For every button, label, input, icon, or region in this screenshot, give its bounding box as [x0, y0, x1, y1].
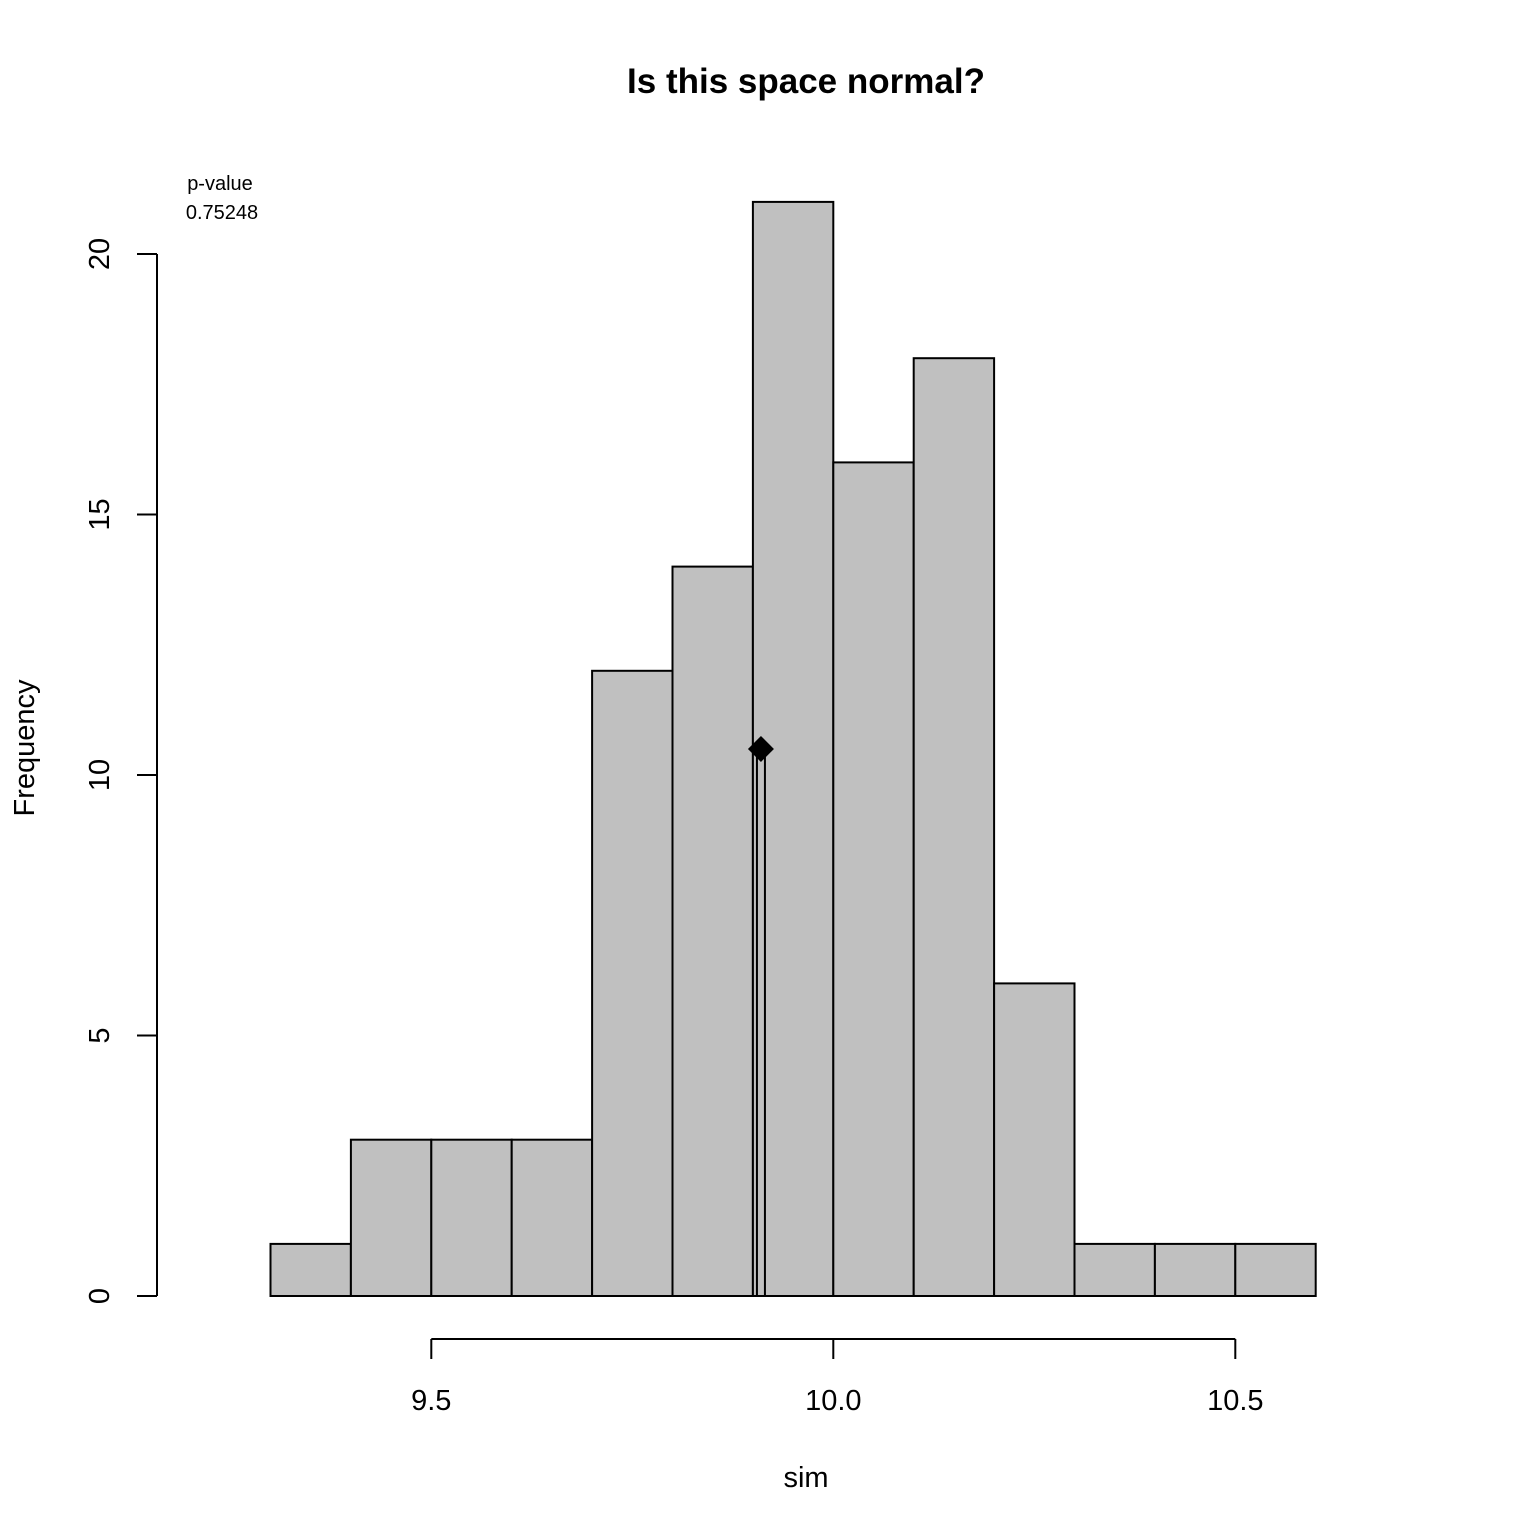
pvalue-label: p-value: [187, 173, 253, 195]
y-tick-label-0: 0: [84, 1288, 116, 1304]
histogram-bar-9: [993, 982, 1076, 1298]
x-tick-label-1: 10.0: [805, 1385, 861, 1417]
observed-value-bar: [755, 747, 766, 1297]
histogram-bar-11: [1153, 1242, 1237, 1298]
histogram-bar-7: [832, 461, 915, 1297]
histogram-bars: [269, 200, 1317, 1298]
y-tick-label-4: 20: [84, 238, 116, 270]
histogram-bar-2: [430, 1138, 513, 1297]
pvalue-value: 0.75248: [186, 202, 258, 224]
x-axis: 9.5 10.0 10.5: [411, 1338, 1264, 1417]
y-tick-label-2: 10: [84, 759, 116, 791]
y-tick-label-1: 5: [84, 1027, 116, 1043]
histogram-bar-3: [510, 1138, 594, 1297]
observed-value-diamond: [747, 735, 774, 762]
x-axis-label: sim: [783, 1462, 828, 1494]
observed-value-marker: [747, 735, 774, 1297]
x-tick-label-2: 10.5: [1207, 1385, 1263, 1417]
histogram-bar-5: [671, 565, 754, 1297]
histogram-bar-1: [349, 1138, 433, 1297]
histogram-bar-8: [912, 357, 996, 1297]
chart-title: Is this space normal?: [627, 62, 985, 101]
histogram-bar-12: [1234, 1242, 1317, 1298]
y-tick-label-3: 15: [84, 498, 116, 530]
histogram-bar-0: [269, 1242, 352, 1298]
x-tick-label-0: 9.5: [411, 1385, 451, 1417]
y-axis: 0 5 10 15 20: [84, 238, 158, 1304]
y-axis-label: Frequency: [9, 679, 41, 817]
histogram-bar-4: [591, 669, 674, 1297]
histogram-bar-10: [1073, 1242, 1156, 1298]
